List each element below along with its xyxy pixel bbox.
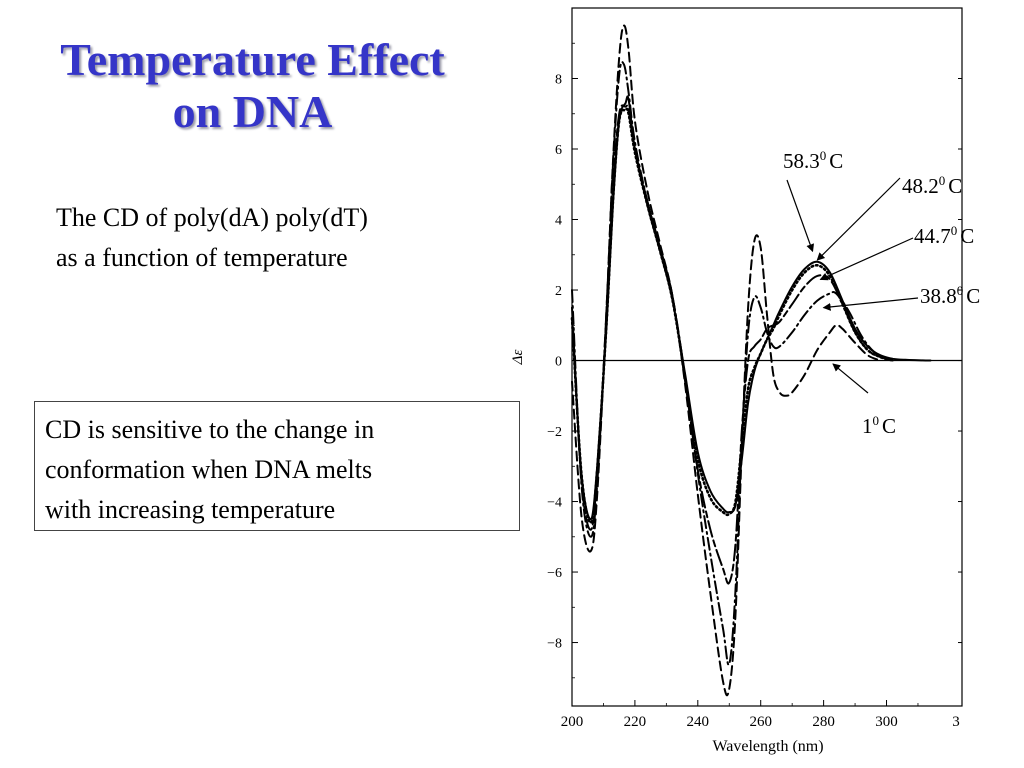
series-line-1 <box>571 60 888 666</box>
series-curves <box>570 24 932 697</box>
annotation-superscript: 0 <box>957 283 964 298</box>
annotation-unit: C <box>960 224 974 248</box>
note-box: CD is sensitive to the change in conform… <box>34 401 520 531</box>
x-tick-label: 200 <box>561 714 584 730</box>
annotation-value: 44.7 <box>914 224 951 248</box>
annotation-label: 38.80 C <box>920 283 980 308</box>
note-line-1: CD is sensitive to the change in <box>45 415 375 444</box>
caption-line-1: The CD of poly(dA) poly(dT) <box>56 203 368 232</box>
note-line-2: conformation when DNA melts <box>45 455 373 484</box>
note-line-3: with increasing temperature <box>45 495 336 524</box>
annotation-arrow <box>816 177 901 261</box>
annotation-superscript: 0 <box>820 148 827 163</box>
annotation-arrow <box>832 363 869 394</box>
annotation-label: 48.20 C <box>902 173 962 198</box>
annotation-unit: C <box>829 149 843 173</box>
y-axis-label: Δε <box>510 350 526 366</box>
slide-title: Temperature Effect on DNA <box>0 34 505 138</box>
x-tick-label: 240 <box>687 714 710 730</box>
title-line-2: on DNA <box>172 86 333 137</box>
chart-caption: The CD of poly(dA) poly(dT) as a functio… <box>56 198 516 278</box>
y-tick-label: −6 <box>547 566 562 581</box>
annotation-value: 38.8 <box>920 284 957 308</box>
x-tick-label: 280 <box>812 714 835 730</box>
y-tick-label: 8 <box>555 73 562 88</box>
caption-line-2: as a function of temperature <box>56 243 348 272</box>
axis-ticks: 200 220 240 260 280 300 3 −8 −6 −4 −2 0 2 4 6 8 <box>547 42 962 730</box>
annotation-value: 1 <box>862 414 873 438</box>
x-tick-label: 220 <box>624 714 647 730</box>
series-line-3 <box>570 107 895 525</box>
y-tick-label: −8 <box>547 637 562 652</box>
annotation-arrow <box>786 179 815 253</box>
y-tick-label: 6 <box>555 143 562 158</box>
annotation-arrow <box>822 297 919 311</box>
annotation-superscript: 0 <box>873 413 880 428</box>
y-tick-label: 0 <box>555 355 562 370</box>
annotations: 58.30 C48.20 C44.70 C38.80 C10 C <box>783 148 980 438</box>
title-line-1: Temperature Effect <box>60 34 445 85</box>
annotation-value: 48.2 <box>902 174 939 198</box>
x-axis-label: Wavelength (nm) <box>712 738 823 755</box>
annotation-superscript: 0 <box>939 173 946 188</box>
annotation-label: 10 C <box>862 413 896 438</box>
y-tick-label: 4 <box>555 214 562 229</box>
x-tick-label: 300 <box>875 714 898 730</box>
y-tick-label: −4 <box>547 496 562 511</box>
annotation-unit: C <box>966 284 980 308</box>
annotation-value: 58.3 <box>783 149 820 173</box>
annotation-unit: C <box>882 414 896 438</box>
x-tick-label: 3 <box>952 714 960 730</box>
y-tick-label: −2 <box>547 425 562 440</box>
plot-frame <box>571 7 963 707</box>
y-tick-label: 2 <box>555 284 562 299</box>
annotation-superscript: 0 <box>951 223 958 238</box>
annotation-unit: C <box>948 174 962 198</box>
x-tick-label: 260 <box>749 714 772 730</box>
series-line-4 <box>571 95 932 521</box>
annotation-label: 58.30 C <box>783 148 843 173</box>
annotation-arrow <box>819 237 914 281</box>
annotation-label: 44.70 C <box>914 223 974 248</box>
